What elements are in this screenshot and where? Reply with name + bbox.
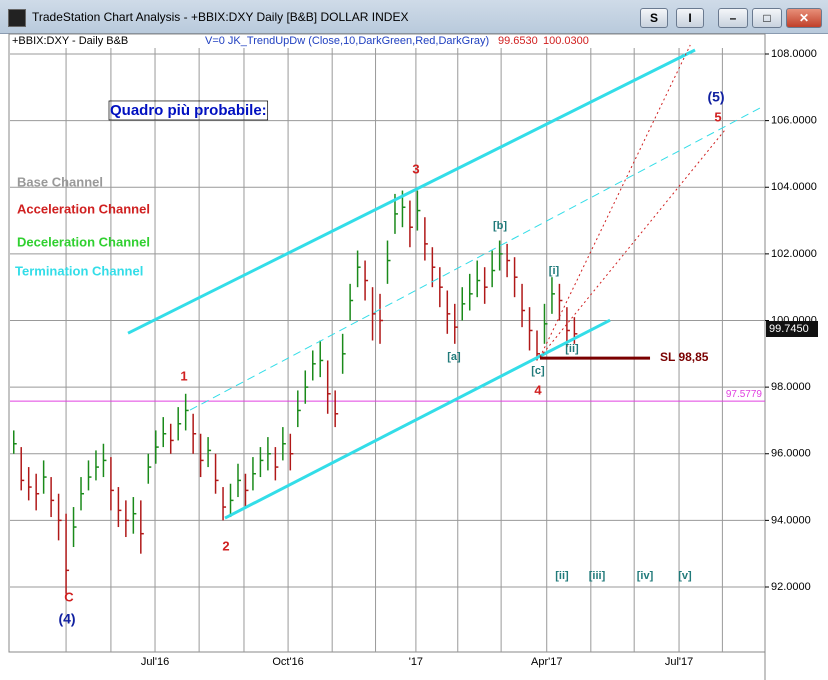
annotation: [b] bbox=[493, 220, 507, 232]
minimize-button[interactable]: – bbox=[718, 8, 748, 28]
y-tick-label: 104.0000 bbox=[771, 181, 817, 193]
x-tick-label: Apr'17 bbox=[531, 656, 562, 668]
window-title: TradeStation Chart Analysis - +BBIX:DXY … bbox=[32, 10, 409, 24]
i-button[interactable]: I bbox=[676, 8, 704, 28]
y-tick-label: 98.0000 bbox=[771, 381, 811, 393]
annotation: 5 bbox=[714, 109, 721, 124]
indicator-label: V=0 JK_TrendUpDw (Close,10,DarkGreen,Red… bbox=[205, 35, 489, 47]
annotation: Termination Channel bbox=[15, 263, 143, 278]
symbol-label: +BBIX:DXY - Daily B&B bbox=[12, 35, 128, 47]
y-tick-label: 102.0000 bbox=[771, 248, 817, 260]
annotation: [c] bbox=[531, 365, 545, 377]
annotation: Base Channel bbox=[17, 174, 103, 189]
annotation: (5) bbox=[707, 89, 724, 105]
y-tick-label: 108.0000 bbox=[771, 48, 817, 60]
y-tick-label: 106.0000 bbox=[771, 115, 817, 127]
trendline bbox=[127, 48, 696, 335]
s-button[interactable]: S bbox=[640, 8, 668, 28]
trendline bbox=[224, 318, 611, 520]
last-price-label: 99.7450 bbox=[769, 323, 809, 335]
indicator-value: 100.0300 bbox=[543, 35, 589, 47]
annotation: [i] bbox=[549, 265, 560, 277]
trendline bbox=[539, 129, 726, 358]
annotation: [v] bbox=[678, 570, 692, 582]
annotation: Quadro più probabile: bbox=[110, 102, 267, 119]
maximize-button[interactable]: □ bbox=[752, 8, 782, 28]
x-tick-label: '17 bbox=[409, 656, 423, 668]
plot-frame bbox=[8, 33, 766, 653]
trendline bbox=[189, 107, 761, 411]
x-tick-label: Jul'16 bbox=[141, 656, 169, 668]
annotation: Acceleration Channel bbox=[17, 201, 150, 216]
annotation: (4) bbox=[58, 611, 75, 627]
level-label: 97.5779 bbox=[726, 389, 763, 400]
annotation: [iii] bbox=[589, 570, 606, 582]
y-tick-label: 92.0000 bbox=[771, 581, 811, 593]
x-tick-label: Jul'17 bbox=[665, 656, 693, 668]
indicator-value: 99.6530 bbox=[498, 35, 538, 47]
y-tick-label: 96.0000 bbox=[771, 448, 811, 460]
x-tick-label: Oct'16 bbox=[272, 656, 303, 668]
annotation: 4 bbox=[534, 382, 542, 397]
annotation: [ii] bbox=[565, 343, 579, 355]
stop-label: SL 98,85 bbox=[660, 350, 709, 364]
annotation-box bbox=[108, 100, 269, 121]
y-tick-label: 94.0000 bbox=[771, 514, 811, 526]
annotation: C bbox=[64, 589, 74, 604]
annotation: [a] bbox=[447, 351, 461, 363]
annotation: 2 bbox=[222, 538, 229, 553]
annotation: 1 bbox=[180, 368, 187, 383]
title-bar: TradeStation Chart Analysis - +BBIX:DXY … bbox=[0, 0, 828, 34]
annotation: [iv] bbox=[637, 570, 654, 582]
last-price-box bbox=[766, 320, 818, 337]
app-icon bbox=[8, 9, 26, 27]
close-button[interactable]: ✕ bbox=[786, 8, 822, 28]
annotation: 3 bbox=[412, 161, 419, 176]
annotation: [ii] bbox=[555, 570, 569, 582]
annotation: Deceleration Channel bbox=[17, 234, 150, 249]
